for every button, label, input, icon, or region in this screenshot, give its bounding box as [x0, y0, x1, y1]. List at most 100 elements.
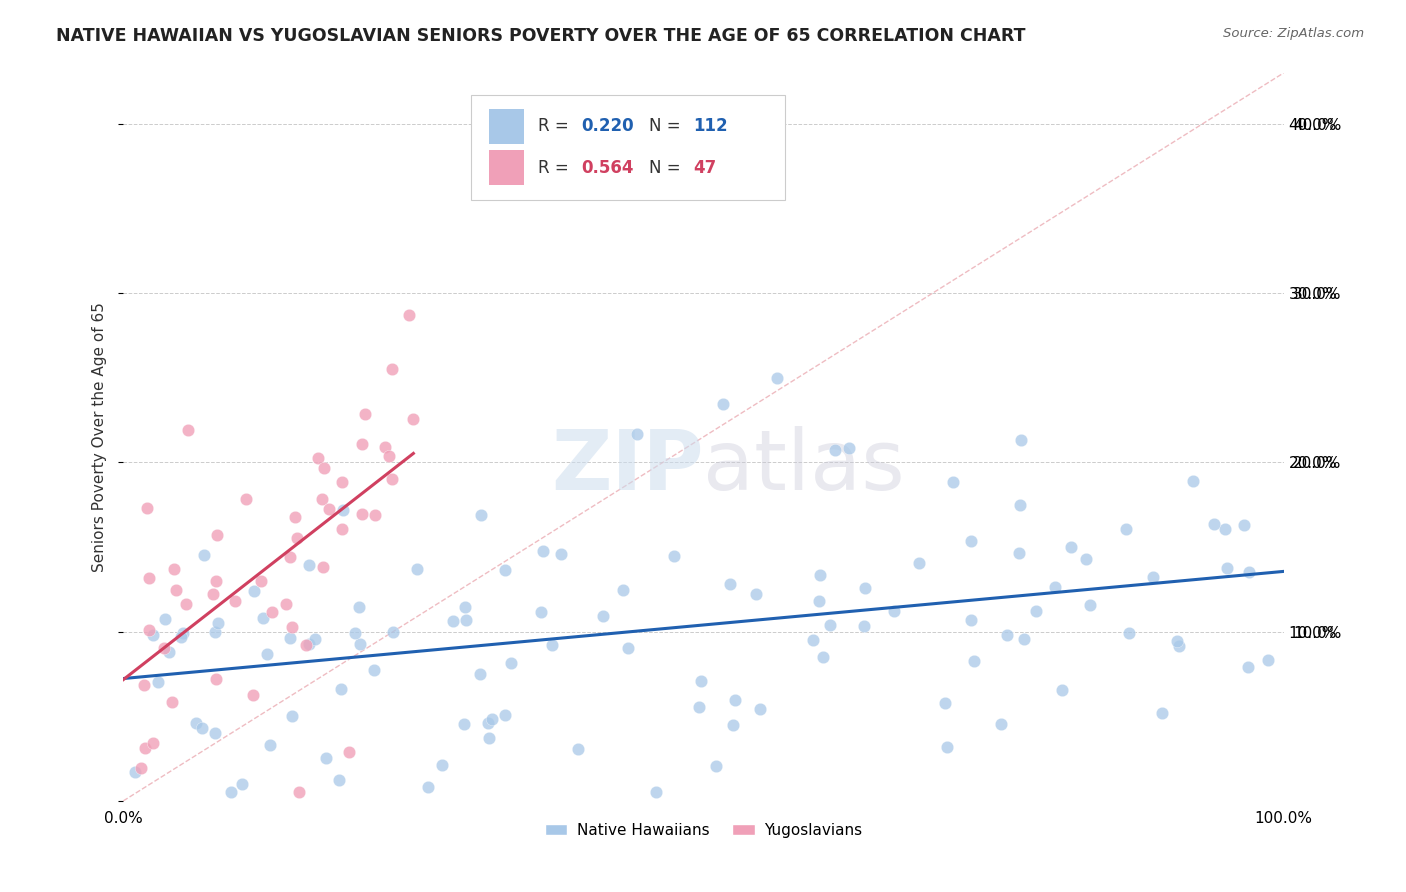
Point [470, 508, 492, 522]
Point [160, 695, 183, 709]
Legend: Native Hawaiians, Yugoslavians: Native Hawaiians, Yugoslavians [538, 817, 869, 844]
Point [242, 584, 264, 599]
Point [934, 696, 956, 710]
Point [148, 675, 170, 690]
Point [177, 423, 200, 437]
Point [838, 441, 860, 455]
Point [347, 599, 370, 614]
Point [256, 647, 278, 661]
Point [454, 599, 477, 614]
Point [1074, 551, 1097, 566]
Point [165, 582, 187, 597]
Point [1167, 639, 1189, 653]
Point [1078, 598, 1101, 612]
Point [142, 735, 165, 749]
Point [997, 628, 1019, 642]
Point [1115, 522, 1137, 536]
Point [280, 550, 302, 565]
Point [1012, 632, 1035, 646]
Point [626, 427, 648, 442]
Point [252, 611, 274, 625]
FancyBboxPatch shape [471, 95, 785, 201]
Point [749, 702, 772, 716]
Point [172, 626, 194, 640]
Point [1008, 498, 1031, 512]
Point [207, 616, 229, 631]
Point [808, 568, 831, 582]
Point [204, 624, 226, 639]
Point [174, 598, 197, 612]
Point [724, 693, 747, 707]
Text: Source: ZipAtlas.com: Source: ZipAtlas.com [1223, 27, 1364, 40]
Point [801, 632, 824, 647]
Point [688, 700, 710, 714]
Point [330, 475, 353, 489]
Point [808, 594, 831, 608]
Point [616, 641, 638, 656]
Point [990, 717, 1012, 731]
Point [1025, 604, 1047, 618]
Point [142, 628, 165, 642]
Point [941, 475, 963, 489]
Point [231, 777, 253, 791]
Point [364, 508, 387, 522]
Point [494, 708, 516, 723]
Point [470, 666, 492, 681]
Point [138, 624, 160, 638]
Point [711, 397, 734, 411]
Point [959, 534, 981, 549]
Point [908, 556, 931, 570]
Point [219, 785, 242, 799]
Point [531, 544, 554, 558]
Point [478, 731, 501, 746]
Point [312, 560, 335, 574]
Point [456, 613, 478, 627]
FancyBboxPatch shape [489, 109, 523, 144]
Point [129, 761, 152, 775]
Point [592, 608, 614, 623]
Point [960, 613, 983, 627]
Point [1213, 522, 1236, 536]
Point [1257, 653, 1279, 667]
Point [191, 721, 214, 735]
Text: 0.220: 0.220 [582, 117, 634, 135]
Point [332, 503, 354, 517]
Point [138, 571, 160, 585]
Point [352, 437, 374, 451]
Point [281, 708, 304, 723]
Point [481, 712, 503, 726]
Text: N =: N = [650, 117, 686, 135]
Point [262, 606, 284, 620]
Point [381, 472, 404, 486]
Point [402, 412, 425, 426]
Point [1182, 474, 1205, 488]
Point [315, 751, 337, 765]
Point [284, 510, 307, 524]
Point [377, 449, 399, 463]
Point [285, 531, 308, 545]
Point [350, 508, 373, 522]
Point [664, 549, 686, 563]
Point [349, 637, 371, 651]
Point [1237, 566, 1260, 580]
Point [398, 308, 420, 322]
Point [318, 502, 340, 516]
Point [205, 574, 228, 588]
Point [363, 663, 385, 677]
Point [550, 548, 572, 562]
Text: 47: 47 [693, 159, 716, 177]
Point [1010, 434, 1032, 448]
Point [477, 715, 499, 730]
Point [441, 615, 464, 629]
Point [330, 522, 353, 536]
Point [963, 654, 986, 668]
Text: N =: N = [650, 159, 686, 177]
Point [530, 605, 553, 619]
Point [304, 632, 326, 646]
Point [1152, 706, 1174, 720]
Point [274, 598, 297, 612]
Point [883, 604, 905, 618]
Text: R =: R = [537, 159, 574, 177]
Point [170, 630, 193, 644]
Point [811, 650, 834, 665]
